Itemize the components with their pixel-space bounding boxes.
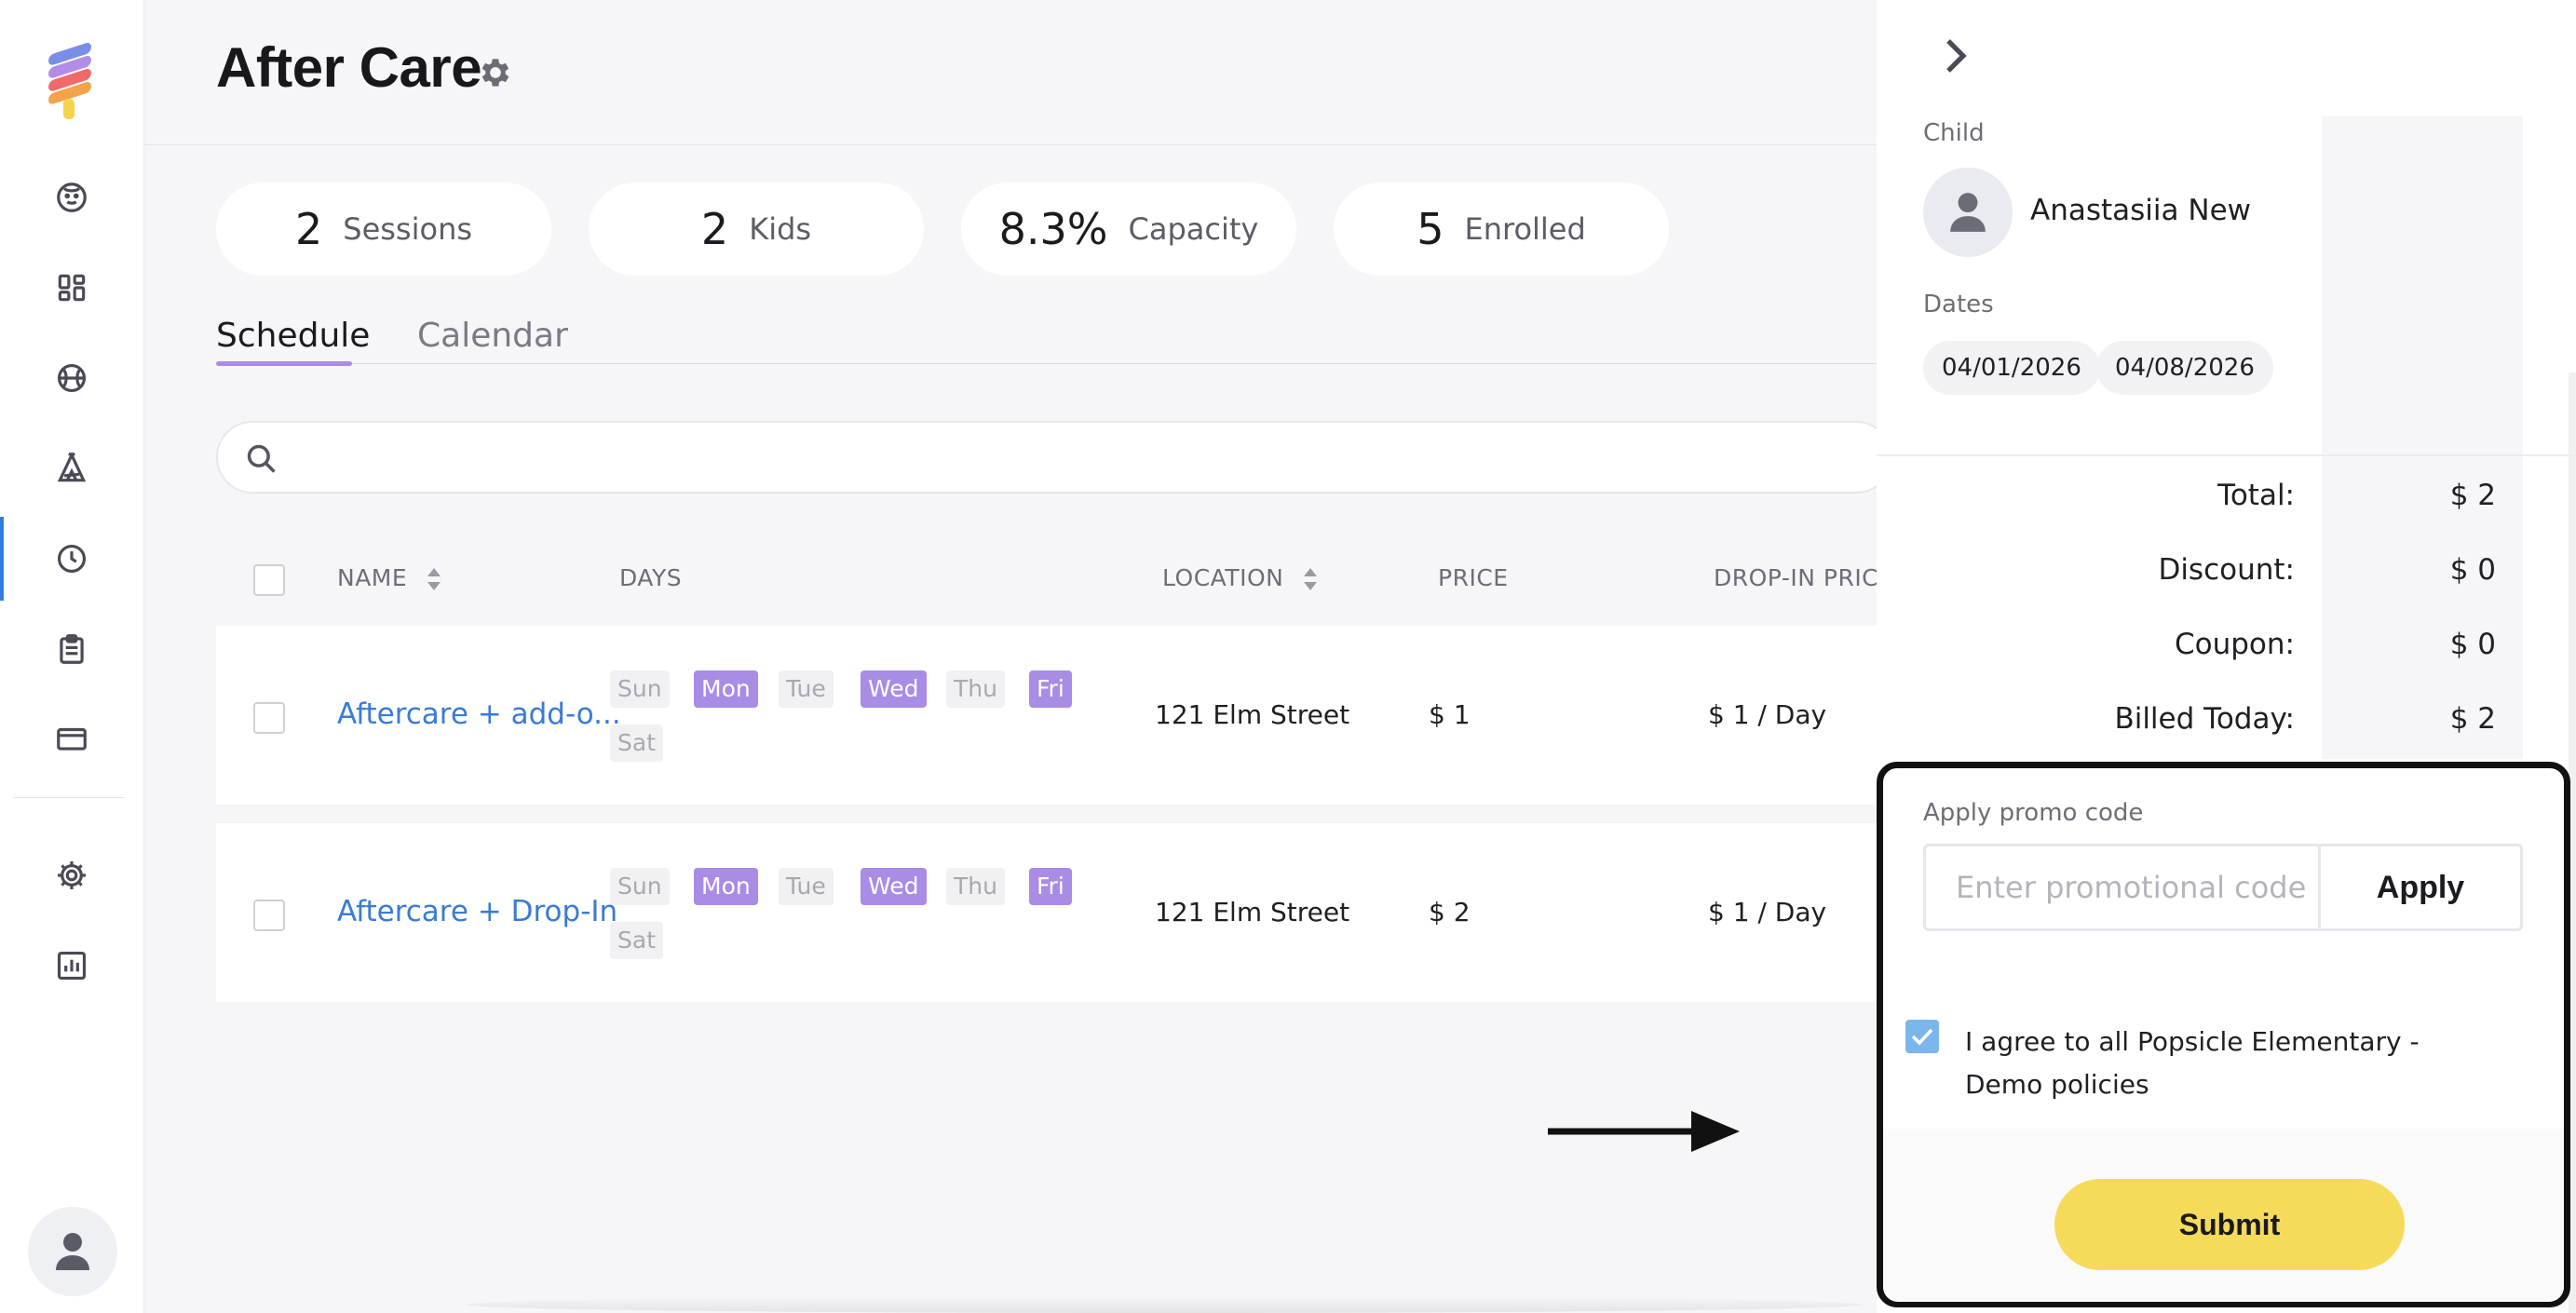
date-chip: 04/01/2026 (1923, 341, 2100, 395)
billed-today-label: Billed Today: (2114, 702, 2295, 736)
total-value: $ 2 (2449, 479, 2496, 512)
location-cell: 121 Elm Street (1155, 897, 1350, 927)
location-cell: 121 Elm Street (1155, 699, 1350, 730)
day-chip: Tue (779, 670, 834, 708)
discount-label: Discount: (2158, 553, 2295, 587)
credit-card-icon[interactable] (47, 713, 97, 764)
settings-gear-icon[interactable] (477, 54, 514, 91)
day-chip: Thu (946, 868, 1005, 905)
stat-label: Capacity (1128, 211, 1259, 247)
stat-card-sessions: 2 Sessions (216, 183, 551, 276)
dropin-price-cell: $ 1 / Day (1708, 699, 1827, 730)
gear-icon[interactable] (47, 850, 97, 900)
search-icon (247, 444, 276, 473)
active-nav-indicator (0, 517, 4, 601)
checkmark-icon (1911, 1028, 1933, 1046)
day-chip: Mon (694, 868, 758, 905)
child-label: Child (1923, 119, 1985, 147)
basketball-icon[interactable] (47, 353, 97, 403)
coupon-label: Coupon: (2175, 628, 2295, 661)
popsicle-logo-icon[interactable] (47, 26, 97, 119)
day-chip: Mon (694, 670, 758, 708)
column-header-name[interactable]: NAME (337, 564, 441, 591)
column-header-label: NAME (337, 564, 408, 591)
discount-value: $ 0 (2449, 553, 2496, 587)
search-input[interactable] (216, 421, 1892, 494)
tabs-baseline (216, 363, 1883, 364)
sidebar-divider (13, 797, 125, 798)
price-cell: $ 1 (1429, 699, 1471, 730)
dates-label: Dates (1923, 291, 1994, 318)
stat-value: 2 (294, 204, 323, 254)
child-avatar-icon (1923, 168, 2013, 257)
bottom-shadow (466, 1296, 1863, 1313)
report-chart-icon[interactable] (47, 941, 97, 991)
agree-policies-checkbox[interactable] (1905, 1020, 1939, 1053)
chevron-right-icon[interactable] (1939, 37, 1973, 74)
stat-label: Sessions (343, 211, 473, 247)
stat-label: Kids (749, 211, 812, 247)
panel-scrollbar[interactable] (2569, 372, 2576, 1313)
sort-icon (427, 568, 441, 590)
promo-label: Apply promo code (1923, 799, 2144, 827)
clock-icon[interactable] (47, 534, 97, 584)
clipboard-icon[interactable] (47, 624, 97, 674)
day-chip: Tue (779, 868, 834, 905)
day-chip: Sat (610, 724, 663, 762)
header-divider (144, 144, 1877, 145)
table-row[interactable] (216, 626, 1892, 805)
day-chip: Thu (946, 670, 1005, 708)
dropin-price-cell: $ 1 / Day (1708, 897, 1827, 927)
day-chip: Sat (610, 922, 663, 959)
active-tab-underline (216, 361, 352, 366)
column-header-days: DAYS (619, 564, 683, 591)
column-header-label: LOCATION (1162, 564, 1284, 591)
dashboard-icon[interactable] (47, 263, 97, 313)
select-all-checkbox[interactable] (253, 564, 285, 596)
column-header-location[interactable]: LOCATION (1162, 564, 1318, 591)
session-name-link[interactable]: Aftercare + add-o... (337, 697, 621, 731)
price-cell: $ 2 (1429, 897, 1471, 927)
column-header-dropin-price: DROP-IN PRICE (1714, 564, 1894, 591)
stat-label: Enrolled (1464, 211, 1586, 247)
day-chip: Wed (861, 670, 927, 708)
promo-code-input[interactable] (1923, 844, 2319, 931)
day-chip: Fri (1029, 868, 1072, 905)
row-checkbox[interactable] (253, 702, 285, 734)
tab-calendar[interactable]: Calendar (417, 317, 568, 355)
stat-value: 8.3% (998, 204, 1108, 254)
table-row[interactable] (216, 823, 1892, 1002)
date-chip: 04/08/2026 (2096, 341, 2273, 395)
day-chip: Wed (861, 868, 927, 905)
tab-schedule[interactable]: Schedule (216, 317, 371, 355)
user-avatar-icon[interactable] (28, 1207, 117, 1296)
column-header-price: PRICE (1438, 564, 1509, 591)
total-label: Total: (2217, 479, 2295, 512)
annotation-arrow-icon (1548, 1111, 1740, 1152)
page-title: After Care (216, 36, 482, 99)
sort-icon (1303, 568, 1317, 590)
day-chip: Sun (610, 868, 670, 905)
panel-divider (1877, 454, 2576, 456)
session-name-link[interactable]: Aftercare + Drop-In (337, 895, 618, 928)
stat-value: 2 (700, 204, 729, 254)
coupon-value: $ 0 (2449, 628, 2496, 661)
submit-button[interactable]: Submit (2054, 1179, 2405, 1270)
camp-tent-icon[interactable] (47, 443, 97, 494)
stat-value: 5 (1417, 204, 1444, 254)
agree-policies-text: I agree to all Popsicle Elementary - Dem… (1965, 1026, 2420, 1100)
row-checkbox[interactable] (253, 900, 285, 931)
stat-card-kids: 2 Kids (589, 183, 924, 276)
stat-card-capacity: 8.3% Capacity (961, 183, 1296, 276)
child-name: Anastasiia New (2030, 194, 2251, 227)
stat-card-enrolled: 5 Enrolled (1334, 183, 1669, 276)
child-face-icon[interactable] (47, 172, 97, 223)
summary-column-background (2322, 116, 2523, 759)
day-chip: Sun (610, 670, 670, 708)
billed-today-value: $ 2 (2449, 702, 2496, 736)
sidebar (0, 0, 144, 1313)
day-chip: Fri (1029, 670, 1072, 708)
apply-promo-button[interactable]: Apply (2318, 844, 2523, 931)
